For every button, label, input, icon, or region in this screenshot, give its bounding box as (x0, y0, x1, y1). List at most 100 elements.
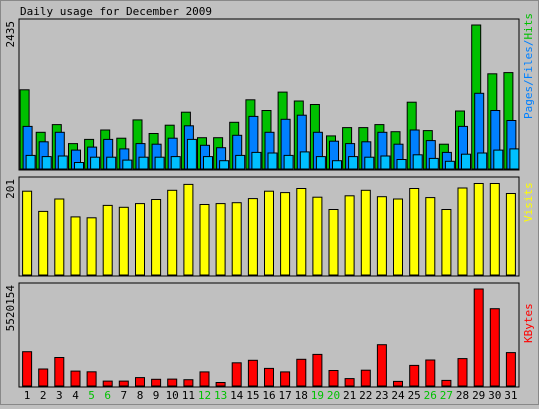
bar-kbytes-day-16 (264, 367, 274, 387)
x-tick-label: 10 (166, 389, 179, 402)
bar-pages-day-18 (299, 151, 310, 170)
bar-kbytes-day-15 (247, 359, 258, 387)
x-tick-label: 2 (40, 389, 47, 402)
x-tick-label: 22 (359, 389, 372, 402)
bar-visits-day-12 (199, 204, 210, 276)
bar-pages-day-28 (461, 153, 471, 170)
bar-pages-day-13 (219, 160, 230, 170)
bar-pages-day-10 (170, 156, 181, 170)
bar-pages-day-31 (509, 148, 520, 170)
bar-visits-day-16 (264, 190, 274, 276)
x-tick-label: 7 (120, 389, 127, 402)
x-tick-label: 14 (230, 389, 244, 402)
bar-pages-day-2 (41, 156, 52, 170)
x-tick-label: 3 (56, 389, 63, 402)
x-tick-label: 13 (214, 389, 227, 402)
bar-kbytes-day-22 (360, 369, 371, 387)
x-tick-label: 9 (153, 389, 160, 402)
bar-kbytes-day-26 (425, 359, 436, 387)
legend-entry: Files (522, 46, 535, 79)
bar-pages-day-30 (493, 149, 504, 170)
bar-visits-day-28 (457, 187, 468, 276)
bar-kbytes-day-14 (231, 362, 242, 387)
x-tick-label: 8 (137, 389, 144, 402)
x-tick-label: 12 (198, 389, 211, 402)
bar-visits-day-27 (441, 209, 452, 276)
bar-visits-day-24 (393, 198, 403, 276)
x-tick-label: 1 (24, 389, 31, 402)
bar-kbytes-day-5 (86, 371, 97, 387)
x-tick-label: 21 (343, 389, 356, 402)
legend: Visits (522, 182, 535, 222)
legend-entry: Hits (522, 13, 535, 40)
bar-kbytes-day-27 (441, 379, 452, 387)
bar-kbytes-day-21 (344, 378, 355, 387)
bar-pages-day-19 (315, 156, 326, 170)
bar-kbytes-day-10 (167, 378, 178, 387)
bar-pages-day-23 (380, 155, 391, 170)
bar-pages-day-8 (138, 156, 149, 170)
bar-pages-day-20 (332, 160, 342, 170)
bar-kbytes-day-6 (102, 380, 113, 387)
bar-visits-day-14 (231, 202, 242, 276)
x-tick-label: 17 (278, 389, 291, 402)
bar-pages-day-4 (74, 162, 84, 170)
bar-pages-day-14 (235, 154, 246, 170)
legend: KBytes (522, 303, 535, 343)
bar-pages-day-6 (106, 156, 117, 170)
legend-entry: / (522, 40, 535, 47)
bar-visits-day-23 (376, 196, 387, 276)
y-axis-max-label: 201 (4, 179, 17, 199)
bar-visits-day-7 (118, 206, 129, 276)
bar-visits-day-10 (167, 189, 178, 276)
bar-visits-day-5 (86, 217, 97, 276)
bar-pages-day-25 (412, 154, 423, 170)
x-tick-label: 5 (88, 389, 95, 402)
bar-pages-day-24 (396, 159, 407, 170)
x-tick-label: 24 (391, 389, 405, 402)
x-tick-label: 15 (246, 389, 259, 402)
bar-kbytes-day-29 (473, 288, 484, 387)
bar-visits-day-6 (102, 204, 113, 276)
bar-kbytes-day-3 (54, 357, 65, 387)
bar-kbytes-day-25 (409, 364, 420, 387)
y-axis-max-label: 5520154 (4, 285, 17, 332)
bar-visits-day-31 (505, 193, 516, 276)
bar-kbytes-day-23 (376, 344, 387, 387)
bar-visits-day-3 (54, 198, 65, 276)
bar-kbytes-day-1 (22, 351, 33, 387)
bar-visits-day-2 (38, 210, 49, 276)
bar-pages-day-1 (25, 154, 36, 170)
bar-visits-day-22 (360, 189, 371, 276)
x-tick-label: 23 (375, 389, 388, 402)
bar-visits-day-17 (280, 192, 291, 276)
bar-kbytes-day-20 (328, 370, 339, 387)
bar-kbytes-day-12 (199, 371, 210, 387)
bar-visits-day-13 (215, 203, 226, 276)
bar-visits-day-18 (296, 188, 307, 276)
bar-kbytes-day-9 (151, 378, 162, 387)
x-tick-label: 4 (72, 389, 79, 402)
bar-pages-day-9 (154, 156, 165, 170)
legend-entry: KBytes (522, 303, 535, 343)
x-tick-label: 20 (327, 389, 340, 402)
bar-pages-day-21 (348, 156, 359, 170)
bar-pages-day-7 (122, 159, 133, 170)
bar-visits-day-29 (473, 183, 484, 276)
x-tick-label: 27 (440, 389, 453, 402)
bar-pages-day-17 (283, 154, 294, 170)
bar-visits-day-26 (425, 197, 436, 276)
x-tick-label: 16 (262, 389, 275, 402)
x-tick-label: 6 (104, 389, 111, 402)
legend-entry: Visits (522, 182, 535, 222)
bar-visits-day-9 (151, 199, 162, 276)
bar-visits-day-21 (344, 195, 355, 276)
bar-kbytes-day-28 (457, 358, 468, 387)
bar-kbytes-day-7 (118, 380, 129, 387)
bar-kbytes-day-8 (135, 377, 145, 387)
x-tick-label: 19 (311, 389, 324, 402)
